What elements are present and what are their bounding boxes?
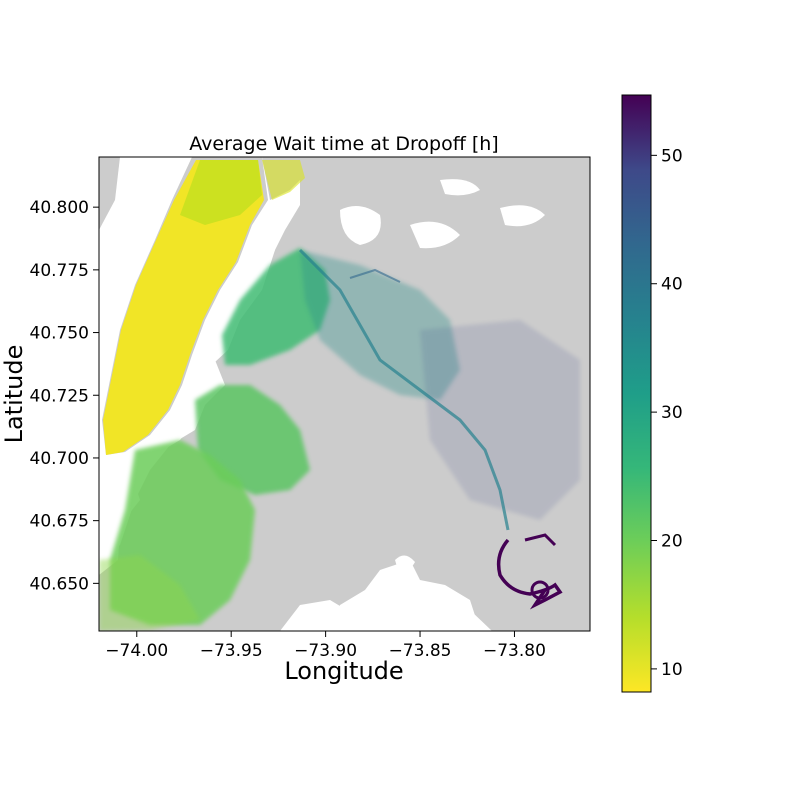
region-central-queens <box>300 250 460 400</box>
colorbar-tick-label: 30 <box>661 403 683 423</box>
nj-land <box>99 157 120 230</box>
region-upper-right <box>262 160 305 200</box>
x-tick-label: −74.00 <box>105 641 168 661</box>
y-tick-label: 40.675 <box>30 512 89 532</box>
colorbar-tick-label: 40 <box>661 275 683 295</box>
region-manhattan <box>103 160 264 455</box>
y-tick-label: 40.800 <box>30 198 89 218</box>
region-corridor-2 <box>349 268 401 283</box>
y-tick-label: 40.750 <box>30 324 89 344</box>
density-regions <box>99 160 580 631</box>
colorbar-ticks: 10 20 30 40 50 <box>651 146 683 680</box>
y-tick-label: 40.725 <box>30 386 89 406</box>
basemap-water <box>99 179 545 631</box>
y-tick-label: 40.775 <box>30 261 89 281</box>
x-axis-label: Longitude <box>284 657 403 685</box>
region-corridor <box>298 248 510 531</box>
y-axis-label: Latitude <box>0 345 28 444</box>
region-jfk-dots <box>530 580 550 600</box>
colorbar-tick-label: 20 <box>661 532 683 552</box>
region-south-brooklyn-faint <box>99 555 200 631</box>
x-tick-label: −73.80 <box>483 641 546 661</box>
colorbar-tick-label: 50 <box>661 146 683 166</box>
region-manhattan-north <box>180 160 262 225</box>
y-axis: 40.650 40.675 40.700 40.725 40.750 40.775 40.8… <box>30 198 99 594</box>
plot-frame <box>98 156 591 632</box>
region-jfk-loop-2 <box>524 533 557 547</box>
region-east-queens <box>420 320 580 520</box>
colorbar: 10 20 30 40 50 <box>621 94 683 693</box>
x-tick-label: −73.95 <box>200 641 263 661</box>
x-axis: −74.00 −73.95 −73.90 −73.85 −73.80 <box>105 631 546 661</box>
x-tick-label: −73.90 <box>294 641 357 661</box>
colorbar-tick-label: 10 <box>661 660 683 680</box>
colorbar-gradient <box>621 94 652 693</box>
y-tick-label: 40.700 <box>30 449 89 469</box>
chart-title: Average Wait time at Dropoff [h] <box>189 133 498 155</box>
region-jfk <box>496 538 563 610</box>
y-tick-label: 40.650 <box>30 574 89 594</box>
plot-area <box>99 157 590 631</box>
x-tick-label: −73.85 <box>389 641 452 661</box>
